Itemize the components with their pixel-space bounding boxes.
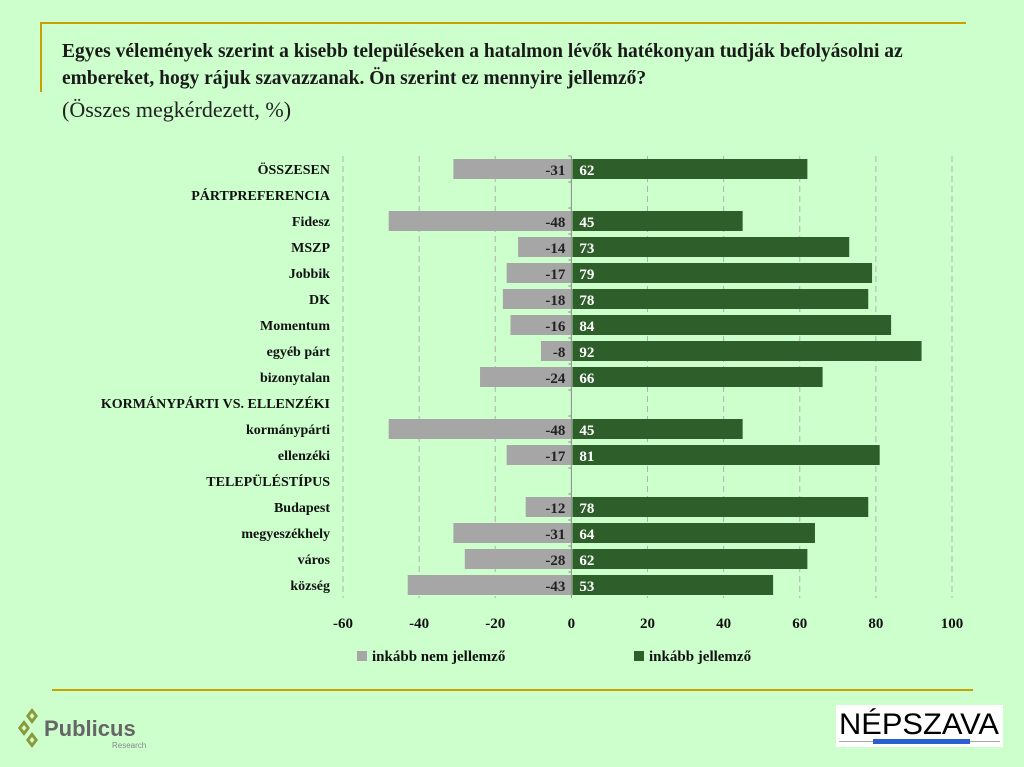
- data-label-positive: 81: [579, 449, 594, 465]
- data-label-positive: 64: [579, 527, 595, 543]
- svg-text:Research: Research: [112, 741, 146, 750]
- category-label: PÁRTPREFERENCIA: [191, 187, 331, 204]
- bar-positive: [572, 419, 743, 439]
- bar-positive: [572, 315, 892, 335]
- category-label: kormánypárti: [246, 423, 330, 438]
- category-label: TELEPÜLÉSTÍPUS: [206, 473, 330, 490]
- x-tick-label: -20: [485, 616, 505, 632]
- data-label-negative: -28: [545, 553, 565, 569]
- bar-positive: [572, 263, 873, 283]
- category-label: KORMÁNYPÁRTI VS. ELLENZÉKI: [101, 395, 330, 412]
- svg-text:Publicus: Publicus: [44, 716, 136, 741]
- category-label: ÖSSZESEN: [258, 161, 330, 178]
- data-label-negative: -16: [545, 319, 565, 335]
- footer-divider: [52, 689, 973, 691]
- chart-subtitle: (Összes megkérdezett, %): [62, 97, 292, 122]
- bar-negative: [510, 315, 572, 335]
- bar-negative: [480, 367, 572, 387]
- data-label-negative: -43: [545, 579, 565, 595]
- bar-positive: [572, 211, 743, 231]
- bar-positive: [572, 159, 808, 179]
- x-tick-label: 20: [640, 616, 655, 632]
- x-tick-label: 60: [792, 616, 807, 632]
- x-tick-label: -40: [409, 616, 429, 632]
- data-label-negative: -8: [553, 345, 566, 361]
- bar-chart: -60 -40 -20 0 20 40 60 80 100 ÖSSZESEN -31 62 PÁRTPR…: [101, 155, 964, 665]
- bar-negative: [453, 523, 572, 543]
- data-label-negative: -14: [545, 241, 565, 257]
- category-label: város: [298, 553, 331, 568]
- x-tick-label: 40: [716, 616, 731, 632]
- x-tick-label: -60: [333, 616, 353, 632]
- bar-negative: [388, 211, 572, 231]
- data-label-positive: 78: [579, 293, 594, 309]
- legend-swatch-positive: [634, 651, 644, 661]
- category-label: MSZP: [291, 241, 330, 256]
- data-label-negative: -18: [545, 293, 565, 309]
- bar-negative: [407, 575, 572, 595]
- data-label-positive: 92: [579, 345, 594, 361]
- bar-negative: [464, 549, 572, 569]
- data-label-positive: 66: [579, 371, 595, 387]
- bar-positive: [572, 341, 922, 361]
- data-label-negative: -31: [545, 163, 565, 179]
- chart-title: Egyes vélemények szerint a kisebb telepü…: [62, 41, 903, 89]
- category-label: Fidesz: [292, 215, 330, 230]
- bar-negative: [502, 289, 572, 309]
- title-frame-left: [40, 22, 42, 92]
- x-tick-label: 100: [941, 616, 964, 632]
- data-label-positive: 62: [579, 163, 594, 179]
- category-label: Momentum: [260, 319, 330, 334]
- category-label: egyéb párt: [267, 345, 331, 360]
- data-label-positive: 62: [579, 553, 594, 569]
- bar-negative: [540, 341, 572, 361]
- data-label-positive: 79: [579, 267, 594, 283]
- x-tick-label: 0: [568, 616, 576, 632]
- bar-positive: [572, 549, 808, 569]
- bar-positive: [572, 445, 880, 465]
- data-label-negative: -12: [545, 501, 565, 517]
- data-label-positive: 73: [579, 241, 594, 257]
- category-label: ellenzéki: [278, 449, 330, 464]
- category-label: megyeszékhely: [241, 527, 330, 542]
- title-frame-top: [40, 22, 966, 24]
- bar-positive: [572, 523, 815, 543]
- bar-positive: [572, 237, 850, 257]
- data-label-positive: 45: [579, 215, 594, 231]
- category-label: DK: [309, 293, 330, 308]
- data-label-negative: -24: [545, 371, 565, 387]
- data-label-negative: -48: [545, 423, 565, 439]
- bar-positive: [572, 497, 869, 517]
- bar-negative: [453, 159, 572, 179]
- bar-positive: [572, 575, 774, 595]
- data-label-negative: -17: [545, 449, 565, 465]
- publicus-logo: Publicus Research: [18, 708, 146, 750]
- data-label-positive: 78: [579, 501, 594, 517]
- x-tick-label: 80: [868, 616, 883, 632]
- category-label: község: [290, 579, 330, 594]
- data-label-positive: 45: [579, 423, 594, 439]
- bar-negative: [388, 419, 572, 439]
- legend-label-negative: inkább nem jellemző: [372, 649, 506, 665]
- category-label: Budapest: [274, 501, 330, 516]
- svg-text:NÉPSZAVA: NÉPSZAVA: [839, 708, 999, 741]
- category-label: bizonytalan: [260, 371, 330, 386]
- bar-positive: [572, 289, 869, 309]
- bar-negative: [525, 497, 572, 517]
- nepszava-logo: NÉPSZAVA: [836, 705, 1003, 747]
- data-label-positive: 84: [579, 319, 595, 335]
- data-label-negative: -48: [545, 215, 565, 231]
- bar-negative: [506, 445, 572, 465]
- legend-label-positive: inkább jellemző: [649, 649, 752, 665]
- data-label-negative: -31: [545, 527, 565, 543]
- data-label-positive: 53: [579, 579, 594, 595]
- category-label: Jobbik: [289, 267, 330, 282]
- data-label-negative: -17: [545, 267, 565, 283]
- bar-negative: [506, 263, 572, 283]
- bar-negative: [518, 237, 572, 257]
- legend-swatch-negative: [357, 651, 367, 661]
- bar-positive: [572, 367, 823, 387]
